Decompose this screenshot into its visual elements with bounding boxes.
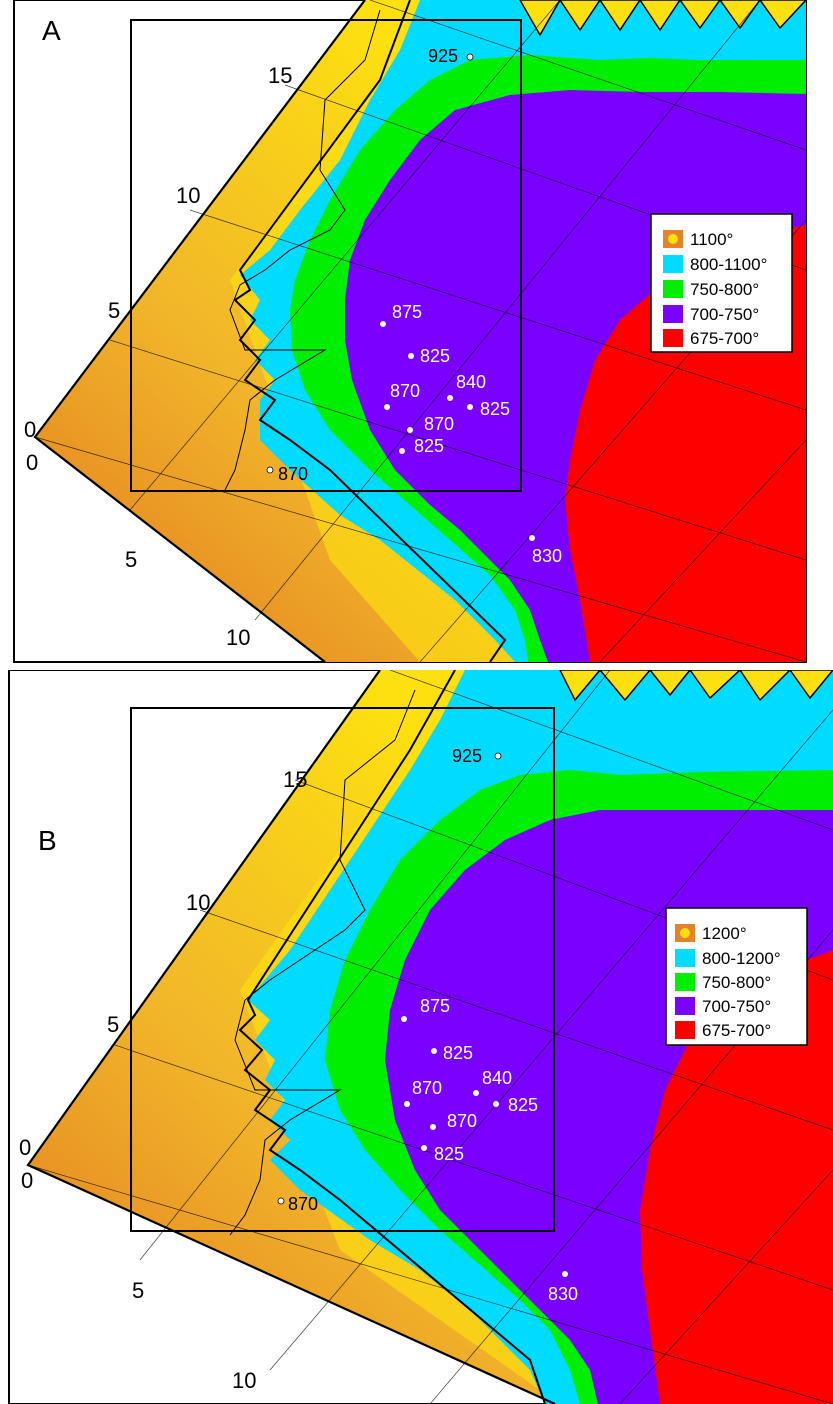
panel-a-study-box bbox=[130, 19, 522, 492]
panel-b-top-teeth bbox=[559, 670, 833, 702]
panel-a-point-marker bbox=[466, 53, 474, 61]
panel-b-study-box bbox=[130, 707, 555, 1232]
legend-swatch-dot bbox=[668, 234, 678, 244]
legend-label: 700-750° bbox=[690, 305, 759, 324]
panel-a-point-label: 870 bbox=[278, 464, 308, 484]
panel-a-point-marker bbox=[384, 404, 390, 410]
legend-swatch-cyan bbox=[675, 949, 695, 967]
panel-b-point-marker bbox=[404, 1101, 410, 1107]
panel-b-point-marker bbox=[421, 1145, 427, 1151]
panel-a-top-teeth bbox=[519, 0, 806, 37]
legend-swatch-red bbox=[663, 329, 683, 347]
panel-b-point-label: 870 bbox=[412, 1078, 442, 1098]
legend-label: 750-800° bbox=[702, 973, 771, 992]
legend-swatch-green bbox=[675, 973, 695, 991]
panel-a-legend: 1100° 800-1100° 750-800° 700-750° 675-70… bbox=[650, 213, 793, 353]
panel-b-point-marker bbox=[494, 752, 502, 760]
panel-b-letter: B bbox=[38, 825, 57, 856]
panel-b-point-marker bbox=[562, 1271, 568, 1277]
panel-b-point-label: 825 bbox=[434, 1144, 464, 1164]
panel-b-point-marker bbox=[473, 1090, 479, 1096]
panel-b-point-label: 870 bbox=[447, 1111, 477, 1131]
panel-a-point-marker bbox=[407, 427, 413, 433]
panel-b-point-label: 825 bbox=[508, 1095, 538, 1115]
legend-label: 750-800° bbox=[690, 280, 759, 299]
legend-swatch-green bbox=[663, 280, 683, 298]
panel-b-point-marker bbox=[430, 1124, 436, 1130]
panel-b-axis-left-5: 5 bbox=[107, 1012, 119, 1037]
panel-b-point-label: 825 bbox=[443, 1043, 473, 1063]
panel-a-point-label: 870 bbox=[424, 414, 454, 434]
legend-swatch-purple bbox=[663, 305, 683, 323]
panel-b-axis-bottom-5: 5 bbox=[132, 1278, 144, 1303]
panel-a-axis-left-0: 0 bbox=[24, 417, 36, 442]
panel-a-point-label: 840 bbox=[456, 372, 486, 392]
panel-a-point-label: 870 bbox=[390, 381, 420, 401]
panel-b-diagram: B 0 0 5 10 15 5 10 925 875 825 870 840 8… bbox=[8, 670, 833, 1404]
panel-a-point-marker bbox=[447, 395, 453, 401]
panel-a-axis-bottom-0: 0 bbox=[26, 450, 38, 475]
panel-b-axis-left-15: 15 bbox=[283, 767, 307, 792]
panel-b-point-marker bbox=[401, 1016, 407, 1022]
panel-a-axis-left-5: 5 bbox=[108, 298, 120, 323]
panel-a-point-marker bbox=[380, 321, 386, 327]
legend-label: 800-1100° bbox=[690, 255, 767, 274]
panel-a-point-label: 830 bbox=[532, 546, 562, 566]
panel-b-red-zone bbox=[640, 950, 833, 1404]
panel-a-axis-left-15: 15 bbox=[268, 63, 292, 88]
legend-label: 700-750° bbox=[702, 997, 771, 1016]
panel-a-point-marker bbox=[399, 448, 405, 454]
panel-a-point-label: 825 bbox=[420, 346, 450, 366]
legend-label: 1100° bbox=[690, 230, 733, 249]
legend-label: 1200° bbox=[702, 924, 747, 943]
panel-b-thin-contour bbox=[229, 689, 416, 1236]
panel-a-thin-contour bbox=[224, 9, 381, 491]
panel-a-point-marker bbox=[266, 466, 274, 474]
panel-a-point-label: 825 bbox=[480, 399, 510, 419]
panel-b-point-label: 830 bbox=[548, 1284, 578, 1304]
legend-swatch-cyan bbox=[663, 255, 683, 273]
panel-a-points: 925 875 825 870 840 825 870 825 870 830 bbox=[266, 46, 562, 566]
panel-b-axis-left-0: 0 bbox=[19, 1135, 31, 1160]
panel-a-point-marker bbox=[529, 535, 535, 541]
panel-b-point-marker bbox=[493, 1101, 499, 1107]
panel-a-letter: A bbox=[42, 15, 61, 46]
panel-b-axis-bottom-10: 10 bbox=[232, 1368, 256, 1393]
legend-swatch-purple bbox=[675, 997, 695, 1015]
panel-a-inner-outline bbox=[233, 0, 507, 662]
panel-a-axis-bottom-5: 5 bbox=[125, 547, 137, 572]
panel-b-point-marker bbox=[277, 1197, 285, 1205]
panel-a-axis-bottom-10: 10 bbox=[226, 625, 250, 650]
legend-label: 675-700° bbox=[690, 329, 759, 348]
legend-swatch-red bbox=[675, 1021, 695, 1039]
panel-b-points: 925 875 825 870 840 825 870 825 870 830 bbox=[277, 746, 578, 1304]
panel-b-point-label: 925 bbox=[452, 746, 482, 766]
panel-b-point-label: 840 bbox=[482, 1068, 512, 1088]
panel-a-axis-left-10: 10 bbox=[176, 183, 200, 208]
panel-b-point-label: 870 bbox=[288, 1194, 318, 1214]
legend-label: 800-1200° bbox=[702, 949, 781, 968]
panel-a-point-label: 875 bbox=[392, 302, 422, 322]
panel-b-axis-left-10: 10 bbox=[186, 890, 210, 915]
legend-label: 675-700° bbox=[702, 1021, 771, 1040]
panel-a-point-marker bbox=[467, 404, 473, 410]
legend-swatch-dot bbox=[680, 928, 690, 938]
panel-a-diagram: A 0 0 5 10 15 5 10 925 875 825 870 840 8… bbox=[13, 0, 807, 663]
panel-b-point-label: 875 bbox=[420, 996, 450, 1016]
panel-a-point-label: 825 bbox=[414, 436, 444, 456]
panel-a-point-marker bbox=[408, 353, 414, 359]
panel-b-legend: 1200° 800-1200° 750-800° 700-750° 675-70… bbox=[665, 907, 808, 1046]
panel-b-axis-bottom-0: 0 bbox=[21, 1168, 33, 1193]
panel-a-point-label: 925 bbox=[428, 46, 458, 66]
panel-b-point-marker bbox=[431, 1048, 437, 1054]
